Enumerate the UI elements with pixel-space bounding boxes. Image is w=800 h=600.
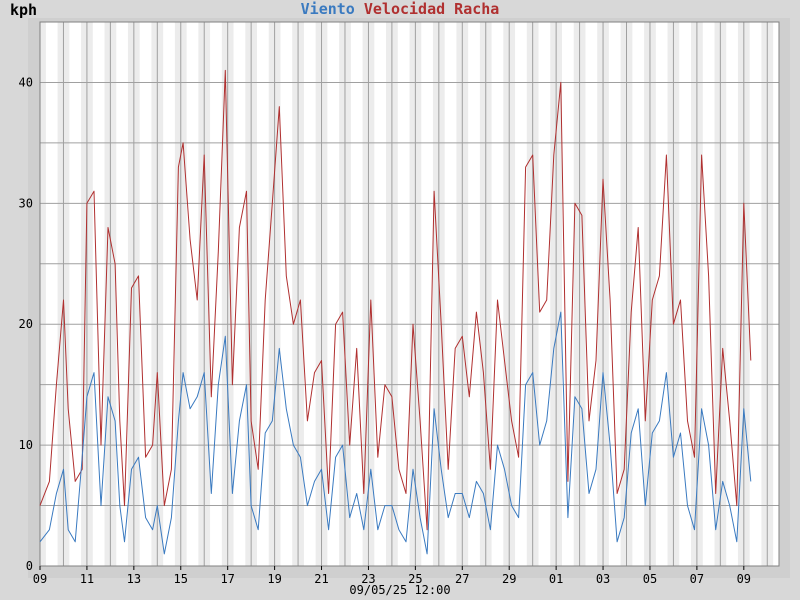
x-tick-label: 29: [502, 572, 516, 586]
x-tick-label: 17: [220, 572, 234, 586]
plot-border: [39, 21, 780, 567]
x-axis-label: 09/05/25 12:00: [349, 583, 450, 597]
night-band: [40, 22, 46, 566]
x-tick-label: 21: [314, 572, 328, 586]
x-tick-label: 03: [596, 572, 610, 586]
title-part: Racha: [445, 0, 499, 18]
y-tick-label: 10: [19, 438, 33, 452]
x-tick-label: 19: [267, 572, 281, 586]
title-part: Velocidad: [355, 0, 445, 18]
y-tick-label: 30: [19, 196, 33, 210]
x-tick-label: 11: [80, 572, 94, 586]
x-tick-label: 23: [361, 572, 375, 586]
x-tick-label: 15: [174, 572, 188, 586]
x-tick-label: 05: [643, 572, 657, 586]
chart-title: Viento Velocidad Racha: [301, 0, 500, 18]
x-tick-label: 09: [737, 572, 751, 586]
y-unit-label: kph: [10, 1, 37, 19]
y-tick-label: 40: [19, 75, 33, 89]
x-tick-label: 27: [455, 572, 469, 586]
y-tick-label: 0: [26, 559, 33, 573]
x-tick-label: 09: [33, 572, 47, 586]
x-tick-label: 25: [408, 572, 422, 586]
title-part: Viento: [301, 0, 355, 18]
series-line-velocidad: [39, 311, 752, 555]
x-tick-label: 01: [549, 572, 563, 586]
y-tick-label: 20: [19, 317, 33, 331]
x-tick-label: 07: [690, 572, 704, 586]
series-line-racha: [39, 69, 752, 531]
x-tick-label: 13: [127, 572, 141, 586]
